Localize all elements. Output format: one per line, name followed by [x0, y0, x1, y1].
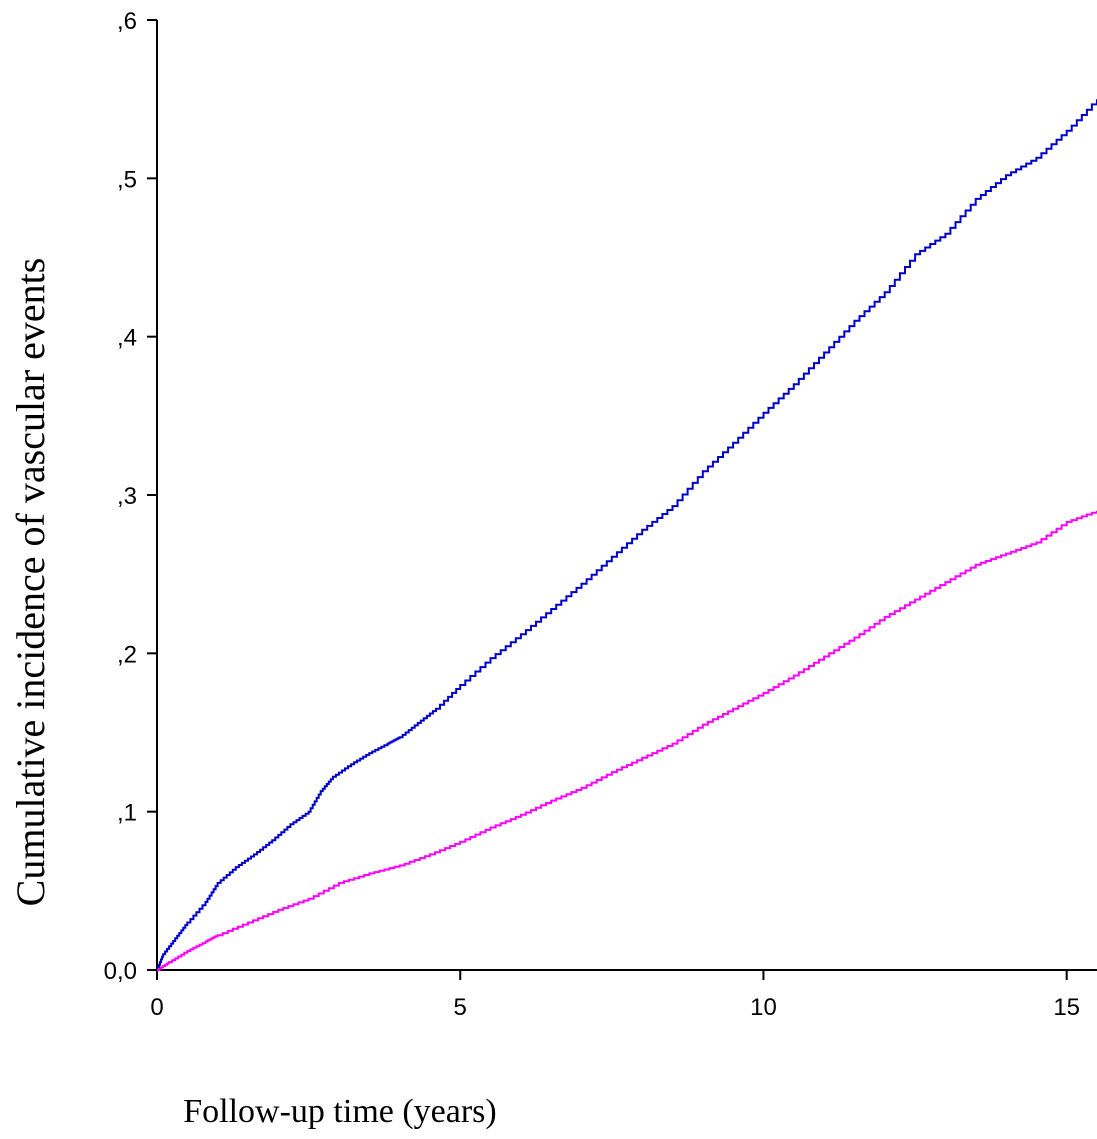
- y-axis-ticks: 0,0 ,1 ,2 ,3 ,4 ,5 ,6: [104, 8, 157, 985]
- x-axis-ticks: 0 5 10 15: [150, 970, 1080, 1021]
- x-tick-label: 0: [150, 994, 163, 1021]
- x-tick-label: 15: [1053, 994, 1080, 1021]
- plot-area: 0,0 ,1 ,2 ,3 ,4 ,5 ,6 0 5 10 15: [104, 8, 1097, 1021]
- y-tick-label: ,3: [117, 483, 137, 510]
- y-tick-label: ,1: [117, 800, 137, 827]
- x-tick-label: 5: [454, 994, 467, 1021]
- y-tick-label: ,5: [117, 166, 137, 193]
- series-line-2: [157, 510, 1097, 971]
- x-axis-title: Follow-up time (years): [183, 1093, 497, 1130]
- y-tick-label: ,4: [117, 325, 137, 352]
- series-line-1: [157, 99, 1097, 971]
- x-tick-label: 10: [750, 994, 777, 1021]
- y-axis-title: Cumulative incidence of vascular events: [8, 258, 53, 907]
- y-tick-label: ,2: [117, 641, 137, 668]
- y-tick-label: 0,0: [104, 958, 137, 985]
- y-tick-label: ,6: [117, 8, 137, 35]
- series-layer: [157, 99, 1097, 971]
